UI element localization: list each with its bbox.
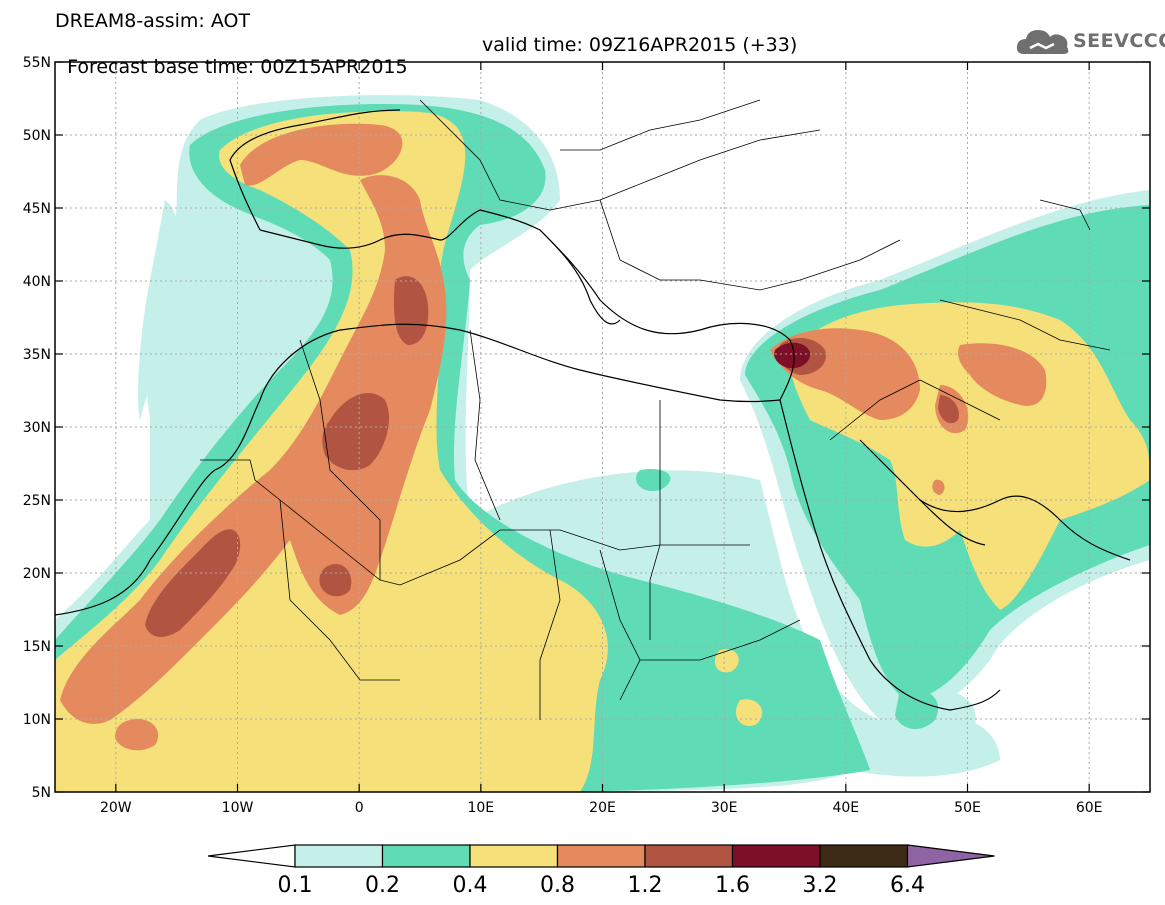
lon-tick-label: 60E [1076,800,1103,816]
lon-tick-label: 0 [355,800,364,816]
aot-field [55,95,1150,792]
seevccc-logo: SEEVCCC [1016,24,1165,60]
lat-tick-label: 20N [23,566,51,582]
lat-tick-label: 35N [23,347,51,363]
colorbar-label: 0.1 [278,873,313,898]
colorbar-swatch [819,844,909,868]
colorbar-label: 1.2 [628,873,663,898]
longitude-ticks: 20W 10W 0 10E 20E 30E 40E 50E 60E [100,62,1103,816]
colorbar-swatch [469,844,559,868]
colorbar-swatch [381,844,471,868]
colorbar-swatch [731,844,821,868]
colorbar-swatch [294,844,384,868]
logo-text: SEEVCCC [1073,30,1165,52]
country-borders [200,99,1111,720]
coastlines [55,109,1131,711]
latitude-ticks: 55N 50N 45N 40N 35N 30N 25N 20N 15N 10N 5N [23,55,1150,801]
colorbar-label: 0.2 [365,873,400,898]
aot-band-1.6 [774,342,811,369]
colorbar-high-arrow [906,844,995,868]
colorbar-swatch [644,844,734,868]
lat-tick-label: 45N [23,201,51,217]
colorbar-low-arrow [207,844,296,868]
lat-tick-label: 15N [23,639,51,655]
colorbar-label: 0.8 [540,873,575,898]
lon-tick-label: 30E [711,800,738,816]
lat-tick-label: 10N [23,712,51,728]
map-subtitle: Forecast base time: 00Z15APR2015 valid t… [55,34,797,100]
colorbar-swatch [556,844,646,868]
valid-time: valid time: 09Z16APR2015 (+33) [482,34,798,56]
lon-tick-label: 20W [100,800,132,816]
lat-tick-label: 50N [23,128,51,144]
lon-tick-label: 20E [589,800,616,816]
cloud-icon [1016,30,1069,54]
lon-tick-label: 10E [467,800,494,816]
colorbar-label: 1.6 [715,873,750,898]
lat-tick-label: 30N [23,420,51,436]
lon-tick-label: 50E [954,800,981,816]
colorbar-label: 3.2 [803,873,838,898]
lon-tick-label: 40E [832,800,859,816]
colorbar-label: 6.4 [890,873,925,898]
lat-tick-label: 25N [23,493,51,509]
lon-tick-label: 10W [222,800,254,816]
colorbar-label: 0.4 [453,873,488,898]
graticule [55,62,1150,792]
lat-tick-label: 40N [23,274,51,290]
lat-tick-label: 5N [32,785,51,801]
lat-tick-label: 55N [23,55,51,71]
colorbar: 0.1 0.2 0.4 0.8 1.2 1.6 3.2 6.4 [207,844,995,898]
map-title: DREAM8-assim: AOT [55,10,251,32]
